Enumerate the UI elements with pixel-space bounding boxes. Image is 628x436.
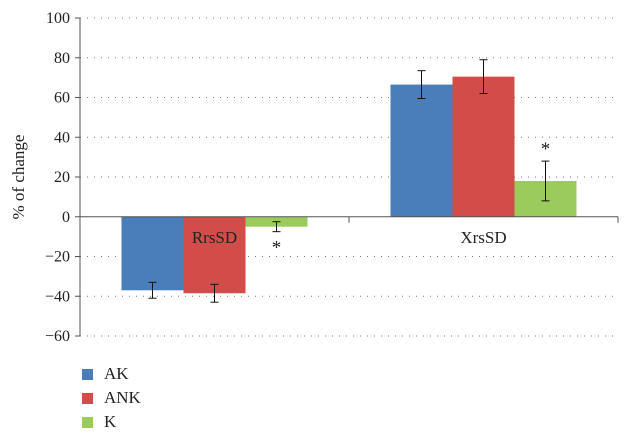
bar-ank bbox=[452, 76, 515, 217]
y-tick-label: 60 bbox=[54, 90, 70, 107]
legend-item-k: K bbox=[82, 410, 141, 434]
category-label: XrsSD bbox=[460, 228, 506, 247]
y-tick-label: 20 bbox=[54, 169, 70, 186]
y-tick-label: −40 bbox=[45, 288, 70, 305]
y-axis-label: % of change bbox=[9, 135, 28, 220]
legend-label-ak: AK bbox=[104, 364, 129, 383]
legend-swatch-ak bbox=[82, 368, 93, 380]
y-tick-label: 40 bbox=[54, 129, 70, 146]
y-tick-label: −60 bbox=[45, 328, 70, 345]
significance-marker: * bbox=[541, 139, 551, 160]
legend-label-ank: ANK bbox=[104, 388, 141, 407]
legend-item-ak: AK bbox=[82, 362, 141, 386]
y-tick-label: 100 bbox=[46, 10, 70, 27]
category-label: RrsSD bbox=[192, 228, 237, 247]
legend-item-ank: ANK bbox=[82, 386, 141, 410]
legend-label-k: K bbox=[104, 412, 117, 431]
y-tick-label: 80 bbox=[54, 50, 70, 67]
bar-ank bbox=[183, 216, 246, 294]
y-tick-label: −20 bbox=[45, 249, 70, 266]
significance-marker: * bbox=[272, 238, 282, 259]
bar-ak bbox=[121, 216, 184, 291]
legend-swatch-k bbox=[82, 416, 93, 428]
legend-swatch-ank bbox=[82, 392, 93, 404]
legend: AK ANK K bbox=[82, 362, 141, 434]
y-tick-label: 0 bbox=[62, 209, 70, 226]
bar-ak bbox=[390, 84, 453, 217]
